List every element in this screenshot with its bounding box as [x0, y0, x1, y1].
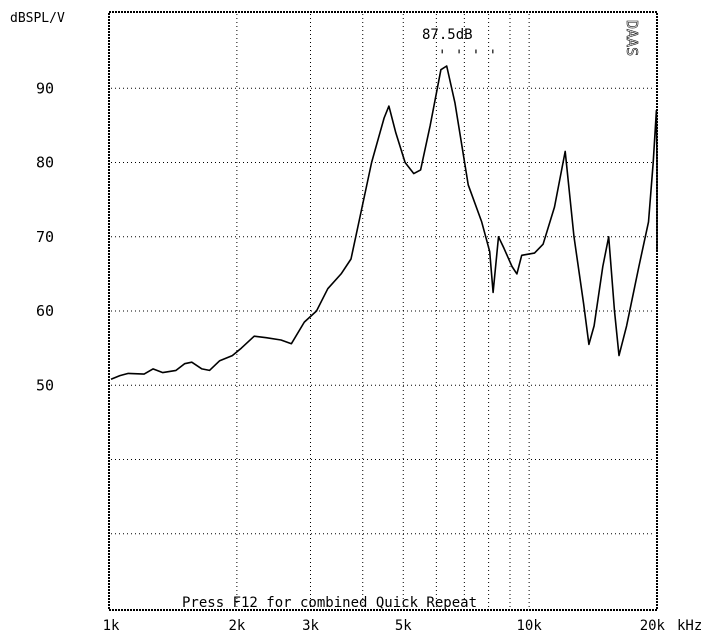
y-tick-label: 60	[36, 302, 54, 320]
footer-hint: Press F12 for combined Quick Repeat	[182, 595, 477, 611]
x-tick-label: 3k	[302, 618, 319, 634]
x-tick-label: 5k	[395, 618, 412, 634]
x-axis-unit-label: kHz	[677, 618, 702, 634]
y-tick-label: 80	[36, 154, 54, 172]
side-watermark-label: DAAS	[623, 20, 641, 56]
y-tick-label: 70	[36, 228, 54, 246]
grid-layer	[111, 14, 655, 608]
response-curve-line	[110, 65, 658, 381]
x-tick-label: 20k	[640, 618, 666, 634]
peak-annotation-marks: ' ' ' '	[438, 48, 497, 64]
y-tick-label: 50	[36, 376, 54, 394]
x-tick-labels: 1k 2k 3k 5k 10k 20k	[103, 618, 666, 634]
y-tick-label: 90	[36, 79, 54, 97]
x-tick-label: 10k	[516, 618, 542, 634]
peak-annotation: 87.5dB	[422, 27, 473, 43]
y-tick-labels: 90 80 70 60 50	[36, 79, 54, 394]
x-tick-label: 1k	[103, 618, 120, 634]
y-axis-label: dBSPL/V	[10, 11, 65, 26]
plot-frame	[108, 11, 658, 611]
x-tick-label: 2k	[228, 618, 245, 634]
